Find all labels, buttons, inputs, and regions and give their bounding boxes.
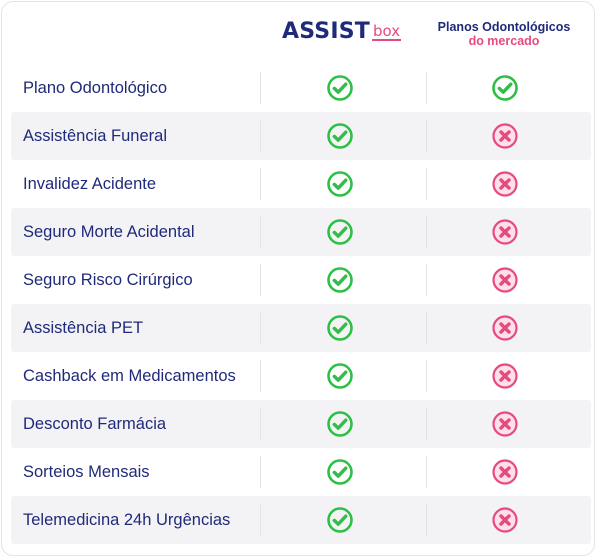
x-circle-icon: [491, 314, 519, 342]
row-label: Seguro Morte Acidental: [23, 223, 195, 241]
check-circle-icon: [326, 218, 354, 246]
column-divider: [260, 120, 261, 152]
row-label: Assistência PET: [23, 319, 144, 337]
column-divider: [260, 216, 261, 248]
table-row: Sorteios Mensais: [11, 448, 591, 496]
check-circle-icon: [326, 410, 354, 438]
table-row: Assistência Funeral: [11, 112, 591, 160]
comparison-header: ASSIST box Planos Odontológicos do merca…: [2, 2, 598, 62]
check-circle-icon: [326, 314, 354, 342]
table-row: Telemedicina 24h Urgências: [11, 496, 591, 544]
x-circle-icon: [491, 410, 519, 438]
column-divider: [260, 264, 261, 296]
table-row: Cashback em Medicamentos: [11, 352, 591, 400]
check-circle-icon: [491, 74, 519, 102]
x-circle-icon: [491, 362, 519, 390]
market-header-line2: do mercado: [468, 34, 540, 48]
column-divider: [426, 504, 427, 536]
column-divider: [260, 168, 261, 200]
column-divider: [426, 360, 427, 392]
x-circle-icon: [491, 170, 519, 198]
table-row: Desconto Farmácia: [11, 400, 591, 448]
check-circle-icon: [326, 170, 354, 198]
column-divider: [426, 120, 427, 152]
x-circle-icon: [491, 506, 519, 534]
brand-box-text: box: [371, 22, 402, 41]
row-label: Desconto Farmácia: [23, 415, 167, 433]
column-divider: [426, 72, 427, 104]
column-divider: [426, 264, 427, 296]
check-circle-icon: [326, 266, 354, 294]
market-header-line1: Planos Odontológicos: [437, 20, 571, 34]
column-divider: [426, 216, 427, 248]
column-divider: [260, 456, 261, 488]
brand-main-text: ASSIST: [282, 19, 370, 44]
x-circle-icon: [491, 266, 519, 294]
check-circle-icon: [326, 122, 354, 150]
row-label: Invalidez Acidente: [23, 175, 157, 193]
x-circle-icon: [491, 122, 519, 150]
column-divider: [426, 408, 427, 440]
column-divider: [260, 312, 261, 344]
check-circle-icon: [326, 362, 354, 390]
table-row: Invalidez Acidente: [11, 160, 591, 208]
assistbox-logo: ASSIST box: [282, 19, 402, 44]
check-circle-icon: [326, 74, 354, 102]
check-circle-icon: [326, 506, 354, 534]
column-divider: [426, 168, 427, 200]
column-divider: [260, 72, 261, 104]
table-row: Seguro Morte Acidental: [11, 208, 591, 256]
comparison-rows: Plano Odontológico Assistência Funeral Inv…: [11, 64, 591, 544]
check-circle-icon: [326, 458, 354, 486]
x-circle-icon: [491, 218, 519, 246]
row-label: Cashback em Medicamentos: [23, 367, 236, 385]
column-divider: [260, 504, 261, 536]
table-row: Plano Odontológico: [11, 64, 591, 112]
column-divider: [260, 360, 261, 392]
table-row: Assistência PET: [11, 304, 591, 352]
x-circle-icon: [491, 458, 519, 486]
column-divider: [426, 312, 427, 344]
column-divider: [426, 456, 427, 488]
row-label: Assistência Funeral: [23, 127, 167, 145]
row-label: Telemedicina 24h Urgências: [23, 511, 231, 529]
column-divider: [260, 408, 261, 440]
row-label: Seguro Risco Cirúrgico: [23, 271, 193, 289]
market-column-header: Planos Odontológicos do mercado: [426, 20, 582, 48]
table-row: Seguro Risco Cirúrgico: [11, 256, 591, 304]
row-label: Plano Odontológico: [23, 79, 168, 97]
row-label: Sorteios Mensais: [23, 463, 150, 481]
